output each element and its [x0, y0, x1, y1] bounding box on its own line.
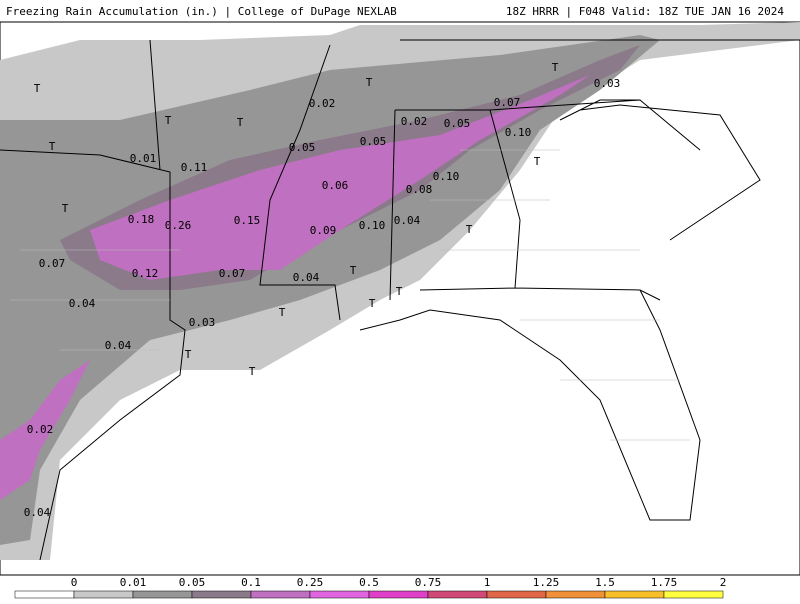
map-label: 0.15 [234, 214, 261, 227]
map-label: 0.04 [105, 339, 132, 352]
map-label: 0.12 [132, 267, 159, 280]
map-label: 0.09 [310, 224, 337, 237]
map-labels: T T T 0.01 0.11 T 0.18 0.26 0.15 0.07 0.12 0.07 0.04… [24, 61, 621, 519]
colorbar-label: 0.05 [179, 576, 206, 589]
colorbar-swatch [132, 590, 193, 599]
colorbar-swatch [368, 590, 429, 599]
colorbar-swatch [250, 590, 311, 599]
map-label: 0.11 [181, 161, 208, 174]
map-label: 0.03 [594, 77, 621, 90]
map-label: T [369, 297, 376, 310]
map-label: T [552, 61, 559, 74]
header-title: Freezing Rain Accumulation (in.) | Colle… [6, 5, 397, 18]
map-label: T [534, 155, 541, 168]
map-label: T [237, 116, 244, 129]
map [0, 21, 800, 576]
map-label: T [165, 114, 172, 127]
map-label: 0.04 [394, 214, 421, 227]
map-label: T [396, 285, 403, 298]
swath-gray [0, 35, 660, 545]
map-label: 0.05 [360, 135, 387, 148]
colorbar: 0 0.01 0.05 0.1 0.25 0.5 0.75 1 1.25 1.5 1.75 2 [14, 576, 727, 599]
map-label: 0.05 [444, 117, 471, 130]
colorbar-swatch [604, 590, 665, 599]
map-label: 0.03 [189, 316, 216, 329]
map-label: 0.01 [130, 152, 157, 165]
colorbar-label: 0.25 [297, 576, 324, 589]
map-label: T [62, 202, 69, 215]
colorbar-swatch [14, 590, 75, 599]
map-label: 0.07 [494, 96, 521, 109]
colorbar-label: 2 [720, 576, 727, 589]
map-label: 0.18 [128, 213, 155, 226]
map-label: 0.10 [505, 126, 532, 139]
map-label: 0.02 [27, 423, 54, 436]
map-label: T [49, 140, 56, 153]
state-borders [0, 39, 800, 561]
colorbar-label: 0.1 [241, 576, 261, 589]
colorbar-swatch [191, 590, 252, 599]
colorbar-swatch [427, 590, 488, 599]
colorbar-swatch [486, 590, 547, 599]
colorbar-swatch [309, 590, 370, 599]
map-label: 0.02 [401, 115, 428, 128]
swath-pink-coast [0, 360, 90, 500]
colorbar-label: 0.01 [120, 576, 147, 589]
map-label: 0.06 [322, 179, 349, 192]
map-label: T [366, 76, 373, 89]
colorbar-swatch [73, 590, 134, 599]
map-label: 0.07 [39, 257, 66, 270]
map-label: T [466, 223, 473, 236]
header-run: 18Z HRRR | F048 Valid: 18Z TUE JAN 16 20… [506, 5, 785, 18]
map-label: T [249, 365, 256, 378]
colorbar-label: 1.5 [595, 576, 615, 589]
map-label: T [185, 348, 192, 361]
map-label: 0.05 [289, 141, 316, 154]
map-label: T [34, 82, 41, 95]
swath-pink [90, 75, 590, 280]
colorbar-label: 1.25 [533, 576, 560, 589]
colorbar-swatch [545, 590, 606, 599]
colorbar-label: 0 [71, 576, 78, 589]
map-label: 0.02 [309, 97, 336, 110]
map-label: 0.08 [406, 183, 433, 196]
colorbar-swatch [663, 590, 724, 599]
map-label: 0.26 [165, 219, 192, 232]
colorbar-label: 0.75 [415, 576, 442, 589]
map-label: 0.04 [24, 506, 51, 519]
map-label: 0.07 [219, 267, 246, 280]
map-label: 0.10 [433, 170, 460, 183]
map-label: T [350, 264, 357, 277]
county-lines [10, 149, 690, 441]
map-label: 0.04 [293, 271, 320, 284]
colorbar-label: 1.75 [651, 576, 678, 589]
colorbar-label: 1 [484, 576, 491, 589]
map-label: T [279, 306, 286, 319]
map-label: 0.04 [69, 297, 96, 310]
map-label: 0.10 [359, 219, 386, 232]
colorbar-label: 0.5 [359, 576, 379, 589]
